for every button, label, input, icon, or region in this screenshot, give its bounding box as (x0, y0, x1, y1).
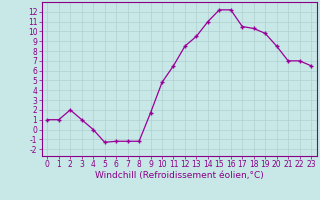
X-axis label: Windchill (Refroidissement éolien,°C): Windchill (Refroidissement éolien,°C) (95, 171, 264, 180)
